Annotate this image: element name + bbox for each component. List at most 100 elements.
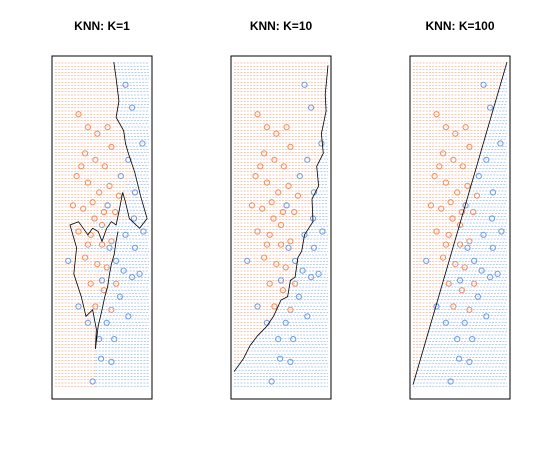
point-class-a [108,306,115,313]
point-class-b [282,319,289,326]
point-class-a [92,303,99,310]
point-class-b [75,303,82,310]
point-class-b [483,313,490,320]
decision-boundary [69,61,148,349]
point-class-b [104,202,111,209]
point-class-a [248,202,255,209]
point-class-b [106,244,113,251]
point-class-a [94,130,101,137]
point-class-b [139,140,146,147]
point-class-b [469,336,476,343]
point-class-a [464,182,471,189]
point-class-b [310,244,317,251]
class-b-points [423,81,505,385]
point-class-a [440,150,447,157]
point-class-b [131,189,138,196]
panel-title: KNN: K=10 [250,19,313,33]
point-class-a [270,215,277,222]
point-class-a [261,150,268,157]
point-class-a [470,208,477,216]
point-class-b [487,104,494,111]
point-class-a [279,287,286,294]
decision-boundary [233,65,329,372]
point-class-b [454,336,461,343]
point-class-a [101,163,108,170]
point-class-b [423,257,430,264]
point-class-a [277,221,285,229]
point-class-a [84,179,92,186]
plot-frame [409,55,511,400]
point-class-b [464,244,471,251]
point-class-a [438,205,445,212]
panel-title: KNN: K=1 [74,19,130,33]
point-class-b [122,81,129,88]
decision-boundary [412,61,508,385]
point-class-a [466,238,473,245]
point-class-b [318,140,325,147]
point-class-a [449,215,456,222]
point-class-b [308,104,315,111]
point-class-b [301,81,308,88]
point-class-b [304,313,311,320]
panel-k1: KNN: K=1 [51,19,153,400]
class-a-points [248,111,301,313]
point-class-a [266,231,273,238]
class-a-points [69,111,123,313]
point-class-a [458,208,465,216]
class-a-points [427,111,480,313]
point-class-b [480,231,487,238]
point-class-a [282,264,289,271]
point-class-a [461,264,468,271]
point-class-a [94,261,101,268]
point-class-a [445,280,452,287]
point-class-b [497,140,504,147]
point-class-a [69,202,77,209]
point-class-a [108,238,115,245]
point-class-a [287,306,294,313]
point-class-a [75,111,82,118]
class-b-points [244,81,326,385]
point-class-b [98,277,106,284]
point-class-a [433,111,440,118]
point-class-a [442,179,449,186]
point-class-b [475,173,482,180]
point-class-a [87,280,94,287]
point-class-b [129,274,136,281]
point-class-a [75,228,82,235]
point-class-a [436,163,443,170]
point-class-b [84,319,92,326]
point-class-b [488,215,496,222]
decision-grid [55,62,149,387]
point-class-a [279,208,286,216]
point-class-a [431,173,438,180]
point-class-a [442,124,449,131]
point-class-a [277,241,285,248]
point-class-a [257,163,264,170]
point-class-a [268,199,275,206]
point-class-a [261,254,268,261]
point-class-b [287,358,294,365]
panel-k10: KNN: K=10 [230,19,332,400]
point-class-b [489,244,496,251]
point-class-b [315,270,322,277]
point-class-a [433,228,440,235]
point-class-a [273,130,280,137]
point-class-b [111,336,118,343]
point-class-b [140,228,147,235]
point-class-a [254,111,261,118]
point-class-a [104,124,111,131]
point-class-a [263,241,270,248]
point-class-a [266,280,273,287]
point-class-a [103,264,110,271]
point-class-b [456,277,464,284]
point-class-a [100,208,108,216]
point-class-b [285,244,292,251]
point-class-a [113,280,120,287]
point-class-b [290,336,297,343]
point-class-b [494,270,501,277]
point-class-b [447,378,454,385]
point-class-b [89,378,96,385]
point-class-a [275,189,282,196]
point-class-b [275,336,282,343]
point-class-a [450,156,457,163]
